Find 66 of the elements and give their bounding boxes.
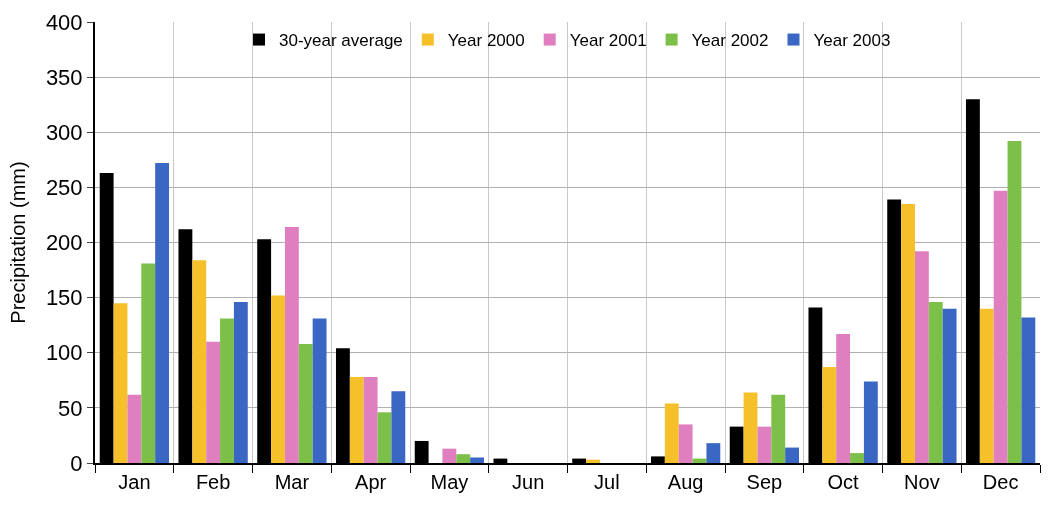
bar [586,459,600,463]
legend-label: Year 2000 [447,31,525,51]
bar [141,263,156,463]
bar [470,457,485,463]
bar [901,203,915,463]
bar [113,303,128,463]
bar [233,302,248,463]
bar [850,453,864,463]
bar [664,403,679,463]
x-tick-label: Nov [904,471,940,493]
bar [127,394,142,463]
bar [942,308,957,463]
y-tick-label: 300 [45,119,83,145]
y-tick-label: 150 [45,285,83,311]
x-tick-label: Oct [827,471,860,493]
bar [1007,141,1022,463]
y-axis-title: Precipitation (mm) [6,161,29,324]
bar [771,394,786,463]
y-tick-label: 250 [45,175,83,201]
bar [220,318,234,463]
y-tick-label: 50 [58,395,83,421]
y-tick-label: 400 [45,9,83,35]
bar [979,308,994,463]
x-tick-label: May [430,471,469,493]
y-tick-label: 100 [45,340,83,366]
x-tick-label: Jan [118,471,151,493]
x-tick-label: Feb [195,471,231,493]
bar [914,251,929,463]
bar [678,424,693,463]
bar [863,381,878,463]
x-tick-label: Jul [594,471,620,493]
bar [993,190,1008,463]
x-tick-label: Sep [746,471,783,493]
legend-label: Year 2003 [813,31,891,51]
legend-label: Year 2002 [691,31,769,51]
bar [757,426,772,463]
x-tick-label: Mar [274,471,310,493]
bar [928,302,943,463]
x-tick-label: Aug [667,471,704,493]
bar [363,377,378,463]
y-tick-label: 0 [70,450,83,476]
x-tick-label: Dec [982,471,1019,493]
bar [284,227,299,463]
bar [822,367,837,463]
x-tick-label: Apr [355,471,387,493]
legend-label: 30-year average [279,31,403,51]
bar [206,341,221,463]
bar [442,448,457,463]
y-tick-label: 200 [45,230,83,256]
bar [836,334,851,463]
bar [706,443,721,463]
bar [785,447,800,463]
bar [743,392,758,463]
bar [312,318,327,463]
x-tick-label: Jun [512,471,545,493]
bar [298,343,313,463]
bar [271,295,285,463]
bar [349,377,364,463]
bar [456,454,471,463]
y-tick-label: 350 [45,64,83,90]
bar [155,163,170,463]
bar [377,412,392,463]
bar [192,260,207,463]
bar [1021,317,1036,463]
legend-label: Year 2001 [569,31,647,51]
bar [391,391,406,463]
